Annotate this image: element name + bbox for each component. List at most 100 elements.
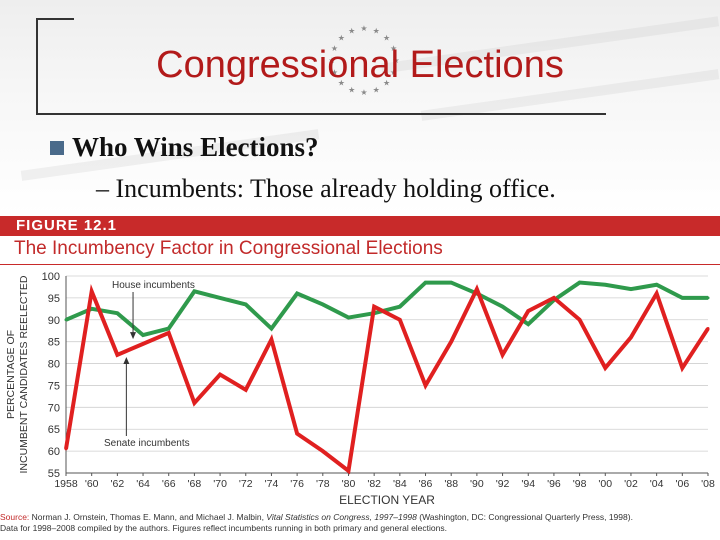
y-axis-title: INCUMBENT CANDIDATES REELECTED (18, 275, 30, 473)
x-tick-label: '04 (650, 478, 664, 490)
title-rule (36, 113, 606, 115)
house-data-point (680, 296, 684, 300)
house-annotation-arrow-icon (130, 332, 137, 340)
star-icon: ★ (392, 56, 399, 65)
senate-data-point (372, 305, 376, 309)
y-tick-label: 80 (48, 359, 60, 371)
star-icon: ★ (383, 33, 390, 42)
figure-label: FIGURE 12.1 (16, 217, 118, 234)
senate-incumbents-annotation: Senate incumbents (104, 438, 190, 449)
x-tick-label: 1958 (54, 478, 78, 490)
x-tick-label: '76 (290, 478, 304, 490)
sub-bullet-text: – Incumbents: Those already holding offi… (96, 174, 556, 203)
house-data-point (629, 287, 633, 291)
y-tick-label: 70 (48, 402, 60, 414)
y-tick-label: 95 (48, 293, 60, 305)
x-tick-label: '80 (342, 478, 356, 490)
house-data-point (295, 292, 299, 296)
corner-bracket (36, 18, 38, 113)
senate-data-point (269, 337, 273, 341)
y-tick-label: 75 (48, 380, 60, 392)
star-icon: ★ (331, 68, 338, 77)
star-icon: ★ (331, 44, 338, 53)
house-incumbents-annotation: House incumbents (112, 280, 195, 291)
x-tick-label: '86 (419, 478, 433, 490)
star-icon: ★ (390, 44, 397, 53)
house-data-point (64, 318, 68, 322)
star-icon: ★ (338, 33, 345, 42)
senate-data-point (501, 353, 505, 357)
house-data-point (398, 305, 402, 309)
senate-data-point (64, 447, 68, 451)
senate-data-point (321, 449, 325, 453)
x-tick-label: '02 (624, 478, 638, 490)
x-tick-label: '98 (573, 478, 587, 490)
x-tick-label: '92 (496, 478, 510, 490)
corner-bracket-top (36, 18, 74, 20)
senate-data-point (680, 366, 684, 370)
house-data-point (449, 281, 453, 285)
senate-data-point (424, 383, 428, 387)
x-tick-label: '00 (598, 478, 612, 490)
senate-data-point (141, 342, 145, 346)
house-data-point (192, 289, 196, 293)
x-tick-label: '66 (162, 478, 176, 490)
y-tick-label: 60 (48, 446, 60, 458)
senate-data-point (295, 432, 299, 436)
y-axis-title: PERCENTAGE OF (5, 330, 17, 419)
senate-data-point (346, 469, 350, 473)
y-tick-label: 90 (48, 315, 60, 327)
source-book-title: Vital Statistics on Congress, 1997–1998 (266, 512, 417, 522)
x-tick-label: '90 (470, 478, 484, 490)
house-data-point (269, 327, 273, 331)
y-tick-label: 85 (48, 337, 60, 349)
x-tick-label: '68 (188, 478, 202, 490)
house-data-point (501, 305, 505, 309)
senate-data-point (475, 287, 479, 291)
source-text: Norman J. Ornstein, Thomas E. Mann, and … (29, 512, 267, 522)
figure-rule (0, 264, 720, 265)
slide-background (0, 0, 720, 215)
senate-data-point (218, 373, 222, 376)
x-tick-label: '84 (393, 478, 407, 490)
senate-data-point (398, 318, 402, 322)
x-tick-label: '82 (367, 478, 381, 490)
house-data-point (706, 296, 710, 300)
house-data-point (218, 296, 222, 300)
senate-data-point (115, 353, 119, 357)
senate-data-point (552, 296, 556, 300)
incumbency-line-chart: 55 60 65 70 75 80 85 90 95 100 1958 '60 '62 '64 '66 '68… (5, 271, 715, 507)
y-tick-label: 55 (48, 468, 60, 480)
x-tick-label: '78 (316, 478, 330, 490)
star-icon: ★ (360, 24, 367, 33)
source-lead: Source: (0, 512, 30, 522)
x-tick-label: '08 (701, 478, 715, 490)
house-data-point (141, 333, 145, 337)
house-data-point (321, 302, 325, 306)
house-data-point (424, 281, 428, 285)
senate-data-point (526, 309, 530, 313)
star-icon: ★ (328, 56, 335, 65)
star-icon: ★ (383, 79, 390, 88)
x-tick-label: '60 (85, 478, 99, 490)
house-data-point (526, 322, 530, 326)
house-data-point (115, 311, 119, 315)
x-tick-label: '64 (136, 478, 150, 490)
senate-data-point (629, 335, 633, 339)
figure-label-bar (0, 216, 720, 236)
y-tick-label: 65 (48, 424, 60, 436)
y-tick-label: 100 (42, 271, 60, 283)
x-tick-label: '62 (111, 478, 125, 490)
x-tick-label: '06 (675, 478, 689, 490)
senate-data-point (706, 327, 710, 331)
figure-title: The Incumbency Factor in Congressional E… (14, 238, 443, 259)
senate-annotation-arrow-icon (123, 356, 130, 364)
senate-data-point (603, 366, 607, 370)
x-axis-title: ELECTION YEAR (339, 493, 435, 507)
figure-source: Source: Norman J. Ornstein, Thomas E. Ma… (0, 512, 720, 534)
x-tick-label: '70 (213, 478, 227, 490)
house-data-point (167, 327, 171, 331)
x-tick-label: '72 (239, 478, 253, 490)
house-data-point (346, 316, 350, 320)
x-tick-label: '88 (444, 478, 458, 490)
